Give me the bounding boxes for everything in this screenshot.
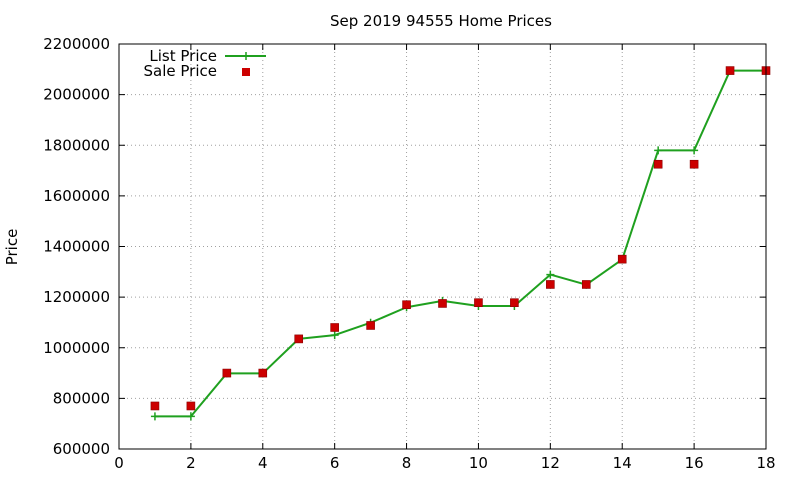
legend: List Price Sale Price [144, 47, 266, 80]
legend-marker-sale-price [242, 68, 250, 76]
list-price-point [330, 331, 339, 340]
y-tick-label: 1600000 [43, 187, 110, 205]
sale-price-point [725, 66, 735, 75]
chart-title: Sep 2019 94555 Home Prices [330, 12, 552, 30]
y-tick-label: 1200000 [43, 288, 110, 306]
plot-frame [118, 43, 767, 450]
x-tick-label: 10 [469, 454, 488, 472]
x-tick-label: 14 [613, 454, 632, 472]
x-tick-label: 12 [541, 454, 560, 472]
sale-price-point [510, 298, 519, 307]
sale-price-point [258, 368, 268, 378]
sale-price-point [402, 300, 411, 310]
y-tick-label: 1800000 [43, 136, 110, 154]
list-price-point [186, 412, 195, 421]
sale-price-point [186, 401, 196, 411]
sale-price-point [474, 298, 483, 307]
sale-price-point [150, 401, 160, 411]
legend-label-sale-price: Sale Price [144, 62, 217, 80]
y-tick-label: 600000 [53, 440, 110, 458]
sale-price-point [330, 323, 339, 332]
y-tick-label: 2200000 [43, 35, 110, 53]
legend-label-list-price: List Price [149, 47, 217, 65]
sale-price-point [617, 254, 627, 264]
list-price-point [150, 412, 159, 421]
x-tick-label: 8 [402, 454, 412, 472]
list-price-point [690, 146, 699, 155]
y-tick-label: 800000 [53, 389, 110, 407]
grid [119, 44, 766, 449]
sale-price-point [294, 334, 304, 344]
axis-ticks [118, 43, 767, 450]
y-tick-label: 1400000 [43, 238, 110, 256]
series-layer [150, 66, 771, 421]
list-price-point [654, 146, 663, 155]
sale-price-point [438, 299, 447, 308]
x-tick-label: 6 [330, 454, 340, 472]
sale-price-point [653, 159, 663, 169]
list-price-point [546, 270, 555, 279]
y-axis-label: Price [3, 229, 21, 266]
sale-price-point [222, 368, 232, 378]
y-tick-label: 2000000 [43, 86, 110, 104]
sale-price-point [581, 280, 591, 289]
x-tick-label: 0 [114, 454, 124, 472]
tick-labels: 0 2 4 6 8 10 12 14 16 18 600000 800000 1000000 120000… [43, 35, 775, 472]
legend-plus-glyph [242, 52, 250, 60]
sale-price-point [366, 321, 375, 330]
legend-marker-list-price [242, 52, 250, 60]
x-tick-label: 18 [756, 454, 775, 472]
y-tick-label: 1000000 [43, 339, 110, 357]
sale-price-point [546, 280, 555, 289]
series-line-list-price [154, 69, 766, 418]
x-tick-label: 16 [685, 454, 704, 472]
sale-price-point [689, 159, 699, 169]
x-tick-label: 4 [258, 454, 268, 472]
x-tick-label: 2 [186, 454, 196, 472]
